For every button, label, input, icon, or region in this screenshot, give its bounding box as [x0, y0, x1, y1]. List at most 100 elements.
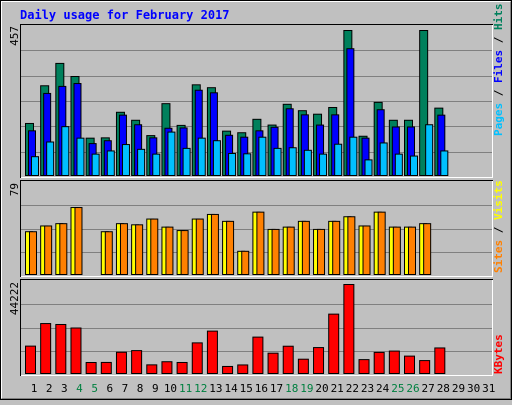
legend-separator-2: / — [492, 30, 505, 50]
day-label-31: 31 — [482, 382, 495, 395]
bar-kbytes-day-4 — [70, 327, 82, 374]
bar-pages-day-5 — [91, 153, 100, 177]
y-max-label-visits: 79 — [8, 183, 21, 196]
bar-pages-day-26 — [410, 155, 418, 176]
bar-pages-day-8 — [137, 148, 146, 176]
bar-sites-day-15 — [241, 250, 250, 275]
svg-text:Sites / Visits: Sites / Visits — [492, 180, 505, 273]
bar-pages-day-9 — [152, 153, 161, 177]
bar-pages-day-15 — [243, 153, 252, 177]
bar-sites-day-2 — [44, 225, 53, 275]
bar-kbytes-day-1 — [25, 345, 36, 375]
bar-sites-day-6 — [104, 231, 113, 275]
bar-kbytes-day-9 — [146, 364, 158, 375]
svg-text:Pages / Files / Hits: Pages / Files / Hits — [492, 4, 505, 137]
legend-kbytes-label: KBytes — [492, 334, 505, 374]
bar-pages-day-12 — [197, 137, 206, 177]
bar-pages-day-17 — [273, 147, 282, 176]
day-label-3: 3 — [61, 382, 68, 395]
bar-kbytes-day-7 — [115, 351, 127, 374]
bar-sites-day-22 — [347, 216, 356, 275]
bar-kbytes-day-16 — [252, 336, 264, 374]
bar-sites-day-21 — [332, 220, 341, 276]
panel-kbytes: 44222 KBytes — [8, 279, 505, 376]
day-label-24: 24 — [376, 382, 390, 395]
bar-pages-day-24 — [379, 142, 388, 176]
day-label-23: 23 — [361, 382, 374, 395]
day-label-12: 12 — [194, 382, 207, 395]
bar-sites-day-14 — [226, 220, 235, 276]
day-label-1: 1 — [31, 382, 38, 395]
x-axis-day-labels: 1 2 3 4 5 6 7 8 9 10 11 12 13 14 15 16 17 18 19 20 21 22 23 24 2… — [31, 382, 496, 395]
bar-kbytes-day-10 — [161, 361, 173, 375]
bar-kbytes-day-23 — [358, 359, 370, 374]
bar-sites-day-19 — [301, 220, 310, 276]
legend-files: Files — [492, 50, 505, 83]
bar-pages-day-16 — [258, 136, 267, 176]
bar-sites-day-24 — [377, 211, 386, 275]
bar-pages-day-10 — [167, 131, 176, 177]
legend-hits: Hits — [492, 4, 505, 31]
bar-kbytes-day-14 — [222, 365, 234, 374]
day-label-30: 30 — [467, 382, 480, 395]
bar-kbytes-day-25 — [388, 350, 400, 375]
bar-sites-day-20 — [317, 228, 326, 276]
bar-sites-day-3 — [59, 223, 68, 275]
bar-pages-day-23 — [364, 159, 373, 177]
day-label-7: 7 — [122, 382, 129, 395]
bar-pages-day-25 — [394, 153, 403, 177]
bar-kbytes-day-19 — [297, 358, 309, 375]
legend-visits-label: Visits — [492, 180, 505, 220]
bar-sites-day-26 — [408, 226, 416, 275]
day-label-13: 13 — [209, 382, 222, 395]
bar-pages-day-2 — [46, 141, 55, 176]
svg-text:KBytes: KBytes — [492, 334, 505, 374]
legend-hits: Pages / Files / Hits — [492, 4, 505, 137]
bar-kbytes-day-27 — [419, 360, 431, 374]
day-label-14: 14 — [224, 382, 238, 395]
bar-pages-day-7 — [121, 144, 130, 177]
y-max-label-hits: 457 — [8, 26, 21, 46]
bar-kbytes-day-11 — [176, 361, 188, 374]
bar-kbytes-day-26 — [404, 355, 415, 374]
bar-pages-day-22 — [349, 136, 358, 176]
bar-pages-day-27 — [425, 124, 434, 177]
bar-pages-day-21 — [334, 143, 343, 177]
legend-separator-1: / — [492, 83, 505, 103]
bar-sites-day-27 — [423, 223, 432, 275]
day-label-20: 20 — [315, 382, 328, 395]
bar-pages-day-1 — [31, 156, 39, 177]
bar-sites-day-17 — [271, 228, 280, 276]
bar-pages-day-18 — [288, 147, 297, 177]
bar-sites-day-13 — [210, 213, 219, 276]
day-label-28: 28 — [437, 382, 450, 395]
bar-pages-day-19 — [303, 149, 312, 177]
day-label-19: 19 — [300, 382, 313, 395]
legend-pages: Pages — [492, 103, 505, 136]
day-label-26: 26 — [406, 382, 419, 395]
legend-visits: Sites / Visits — [492, 180, 505, 273]
bar-hits-day-27 — [419, 30, 429, 176]
y-max-label-kbytes: 44222 — [8, 282, 21, 315]
bar-sites-day-16 — [256, 211, 265, 275]
day-label-4: 4 — [76, 382, 83, 395]
bar-kbytes-day-3 — [55, 323, 67, 374]
legend-separator-3: / — [492, 220, 505, 240]
bar-kbytes-day-18 — [282, 345, 294, 374]
day-label-16: 16 — [255, 382, 268, 395]
bar-kbytes-day-8 — [131, 350, 143, 374]
day-label-2: 2 — [46, 382, 53, 395]
bar-pages-day-14 — [228, 152, 237, 177]
bar-sites-day-1 — [29, 231, 37, 275]
day-label-17: 17 — [270, 382, 283, 395]
day-label-25: 25 — [391, 382, 404, 395]
bar-kbytes-day-15 — [237, 364, 249, 375]
bar-kbytes-day-2 — [40, 323, 52, 374]
day-label-29: 29 — [452, 382, 465, 395]
bars-sites-visits — [25, 207, 432, 276]
bar-kbytes-day-28 — [434, 347, 446, 375]
bar-pages-day-20 — [319, 153, 328, 177]
bar-kbytes-day-5 — [85, 362, 97, 375]
